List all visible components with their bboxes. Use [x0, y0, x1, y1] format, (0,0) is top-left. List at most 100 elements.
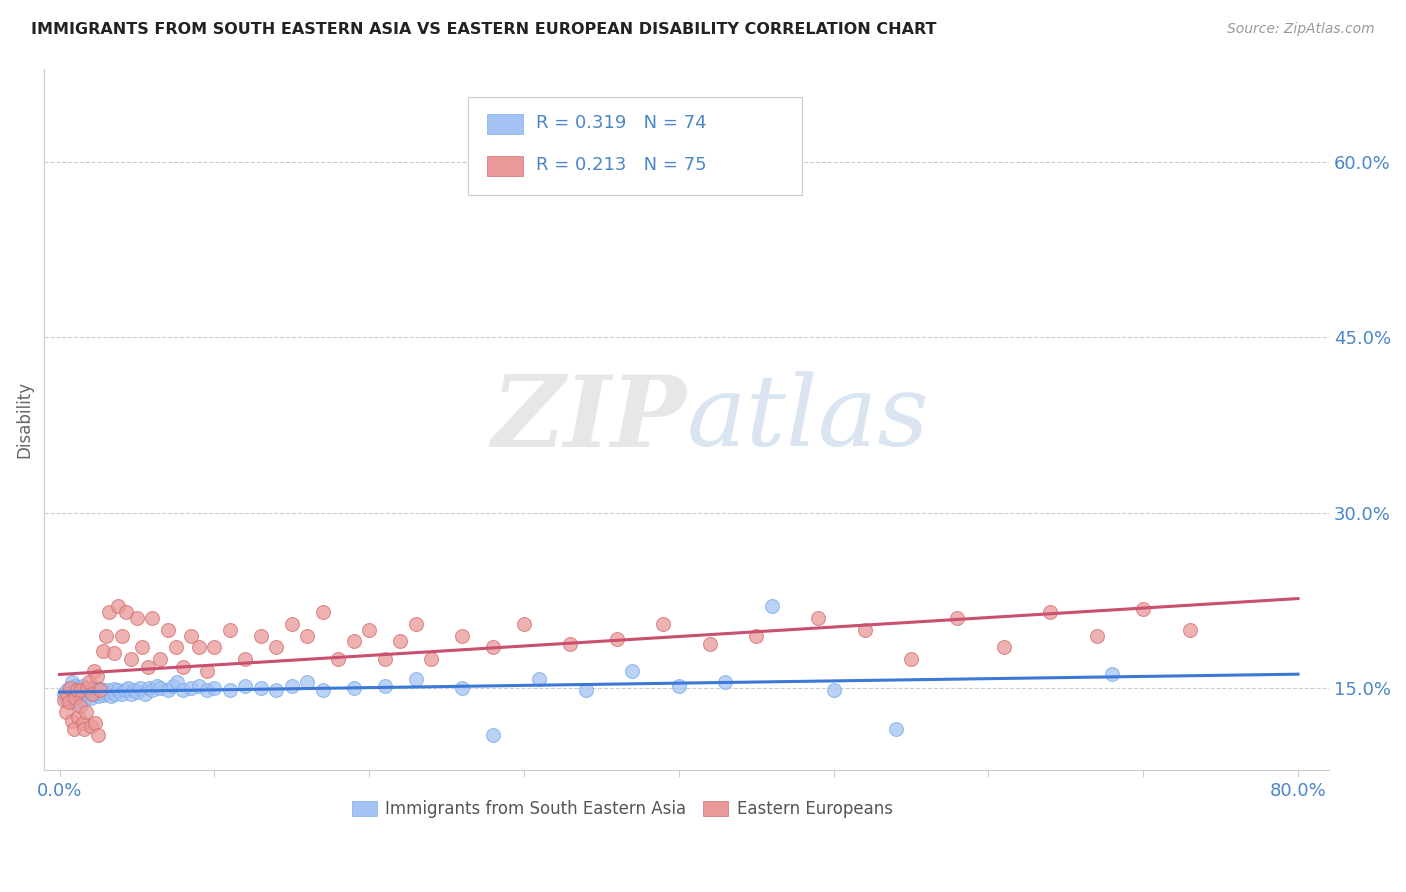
- Point: [82, 684, 104, 698]
- Point: [235, 652, 257, 666]
- Point: [110, 687, 132, 701]
- Point: [86, 669, 108, 683]
- Point: [297, 628, 319, 642]
- Text: R = 0.319   N = 74: R = 0.319 N = 74: [536, 113, 707, 131]
- Point: [63, 690, 86, 705]
- Point: [218, 683, 240, 698]
- Point: [117, 681, 139, 695]
- Point: [993, 640, 1015, 655]
- Point: [75, 705, 97, 719]
- Point: [606, 632, 628, 646]
- Point: [195, 664, 218, 678]
- Point: [149, 652, 172, 666]
- Point: [59, 681, 82, 695]
- Point: [65, 687, 87, 701]
- Point: [172, 660, 194, 674]
- Point: [146, 679, 169, 693]
- Point: [75, 687, 97, 701]
- Point: [343, 634, 366, 648]
- Point: [451, 681, 474, 695]
- Text: atlas: atlas: [686, 372, 929, 467]
- Point: [281, 679, 304, 693]
- Point: [82, 687, 104, 701]
- Point: [180, 628, 202, 642]
- Point: [202, 681, 225, 695]
- Point: [714, 675, 737, 690]
- Point: [529, 672, 551, 686]
- Point: [1085, 628, 1108, 642]
- Point: [62, 722, 84, 736]
- Text: IMMIGRANTS FROM SOUTH EASTERN ASIA VS EASTERN EUROPEAN DISABILITY CORRELATION CH: IMMIGRANTS FROM SOUTH EASTERN ASIA VS EA…: [31, 22, 936, 37]
- Point: [79, 718, 101, 732]
- Point: [65, 683, 87, 698]
- Point: [374, 679, 396, 693]
- Point: [89, 683, 111, 698]
- Point: [67, 681, 90, 695]
- Text: Source: ZipAtlas.com: Source: ZipAtlas.com: [1227, 22, 1375, 37]
- Point: [56, 683, 79, 698]
- Point: [67, 710, 90, 724]
- Point: [94, 686, 117, 700]
- Point: [652, 616, 675, 631]
- Point: [90, 682, 112, 697]
- Point: [156, 623, 179, 637]
- Point: [72, 716, 94, 731]
- Point: [195, 683, 218, 698]
- Point: [297, 675, 319, 690]
- Point: [166, 675, 188, 690]
- Point: [482, 640, 505, 655]
- Point: [1039, 605, 1062, 619]
- Point: [122, 683, 145, 698]
- Point: [104, 687, 127, 701]
- Point: [87, 728, 110, 742]
- Point: [156, 683, 179, 698]
- Point: [451, 628, 474, 642]
- Point: [89, 684, 111, 698]
- Point: [621, 664, 644, 678]
- Point: [235, 679, 257, 693]
- Point: [83, 687, 105, 701]
- Point: [131, 640, 153, 655]
- Point: [110, 628, 132, 642]
- Legend: Immigrants from South Eastern Asia, Eastern Europeans: Immigrants from South Eastern Asia, East…: [346, 794, 900, 825]
- Point: [134, 687, 156, 701]
- Point: [761, 599, 783, 614]
- Point: [1132, 601, 1154, 615]
- Text: ZIP: ZIP: [492, 371, 686, 467]
- Point: [405, 616, 427, 631]
- Point: [172, 683, 194, 698]
- Point: [218, 623, 240, 637]
- Point: [107, 599, 129, 614]
- Point: [98, 605, 121, 619]
- Point: [699, 637, 721, 651]
- Point: [266, 683, 288, 698]
- Point: [70, 683, 93, 698]
- Point: [202, 640, 225, 655]
- Point: [141, 683, 163, 698]
- Point: [86, 681, 108, 695]
- Point: [73, 722, 96, 736]
- Point: [77, 675, 100, 690]
- Point: [120, 687, 142, 701]
- Point: [84, 716, 107, 731]
- Point: [668, 679, 690, 693]
- Point: [125, 611, 148, 625]
- FancyBboxPatch shape: [468, 96, 803, 194]
- Point: [389, 634, 412, 648]
- Point: [312, 683, 335, 698]
- Point: [72, 679, 94, 693]
- Point: [281, 616, 304, 631]
- Point: [70, 683, 93, 698]
- Point: [91, 688, 114, 702]
- Point: [884, 722, 907, 736]
- Point: [513, 616, 536, 631]
- Point: [560, 637, 582, 651]
- Point: [84, 683, 107, 698]
- Point: [328, 652, 350, 666]
- Point: [56, 687, 79, 701]
- Point: [187, 640, 209, 655]
- Point: [76, 683, 98, 698]
- Point: [53, 687, 76, 701]
- Point: [103, 646, 125, 660]
- Point: [100, 690, 122, 704]
